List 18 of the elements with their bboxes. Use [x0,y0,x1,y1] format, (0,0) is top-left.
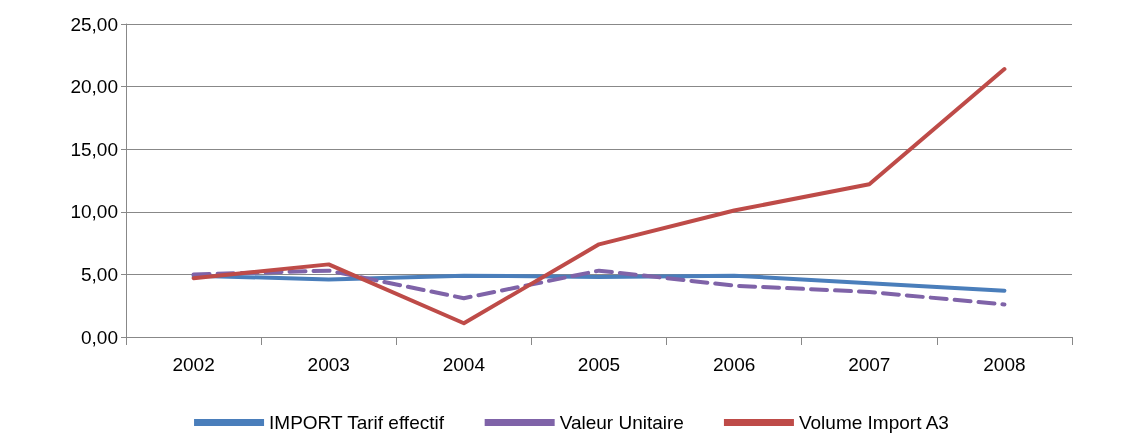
x-tick-label: 2008 [983,354,1026,375]
line-series [191,268,1007,307]
y-tick-label: 25,00 [70,13,118,35]
y-tick-label: 0,00 [81,326,118,348]
x-tick-label: 2002 [172,354,215,375]
y-tick-label: 5,00 [81,263,118,285]
x-tick-label: 2005 [577,354,621,375]
x-tick-label: 2003 [307,354,350,375]
x-tick-label: 2004 [442,354,486,375]
x-tick-label: 2007 [848,354,891,375]
legend-label: Volume Import A3 [798,412,949,433]
y-tick-label: 20,00 [70,76,118,98]
legend-label: IMPORT Tarif effectif [269,412,445,433]
y-tick-label: 10,00 [70,201,118,223]
x-tick-label: 2006 [713,354,756,375]
y-tick-label: 15,00 [70,138,118,160]
line-series [191,67,1007,326]
legend-label: Valeur Unitaire [559,412,684,433]
